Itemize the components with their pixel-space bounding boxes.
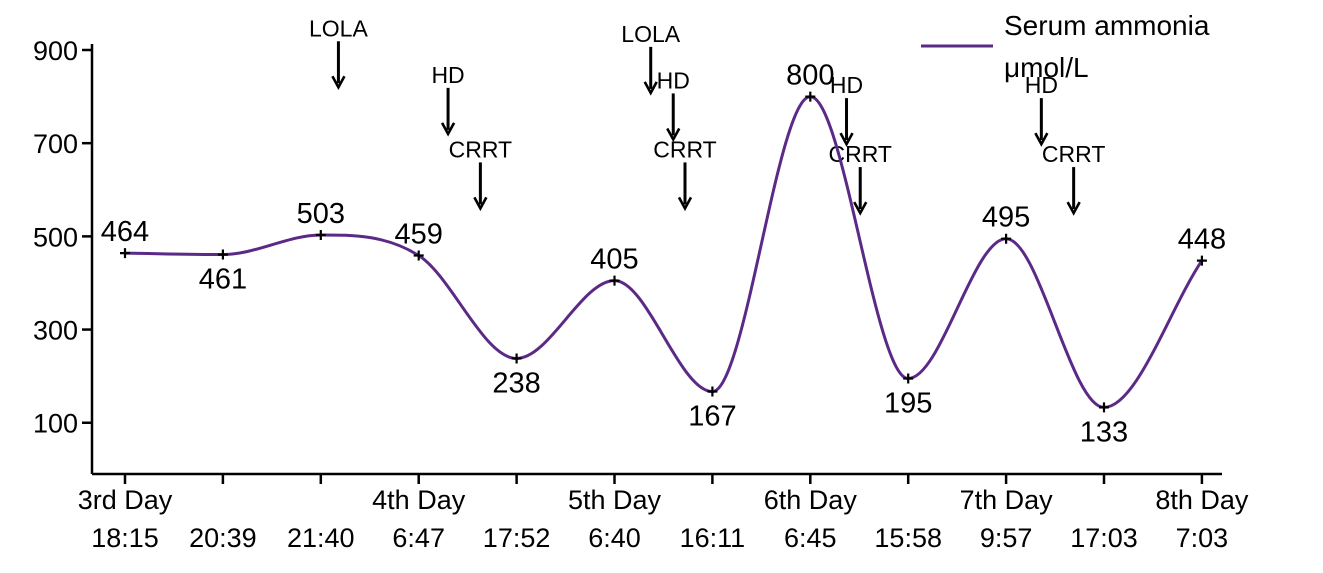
data-point — [805, 91, 816, 102]
annotation-arrowhead — [440, 122, 456, 137]
y-tick-label: 300 — [33, 316, 78, 346]
annotation-label: LOLA — [309, 15, 368, 41]
data-point — [217, 249, 228, 260]
legend-label-line1: Serum ammonia — [1004, 10, 1210, 41]
x-tick-label-time: 15:58 — [874, 523, 942, 553]
data-label: 459 — [395, 218, 443, 250]
y-tick-label: 500 — [33, 222, 78, 252]
data-point — [413, 250, 424, 261]
annotation-arrowhead — [677, 196, 693, 212]
data-label: 464 — [101, 216, 149, 248]
x-tick-label-time: 9:57 — [980, 523, 1033, 553]
x-tick-label-time: 18:15 — [91, 523, 159, 553]
x-tick-label-day: 3rd Day — [78, 485, 173, 515]
data-point — [609, 275, 620, 286]
annotation-label: CRRT — [449, 136, 512, 162]
x-tick-label-time: 7:03 — [1176, 523, 1229, 553]
annotation-arrowhead — [1034, 132, 1049, 147]
y-tick-label: 900 — [33, 36, 78, 66]
annotation-arrowhead — [853, 201, 868, 216]
data-points: 464 461 503 459 238 405 167 800 195 495 133 448 — [101, 60, 1226, 449]
data-label: 448 — [1178, 224, 1226, 256]
x-tick-label-day: 6th Day — [764, 485, 858, 515]
annotation-label: HD — [431, 62, 464, 88]
data-label: 503 — [297, 198, 345, 230]
data-point — [511, 353, 522, 364]
data-label: 461 — [199, 264, 247, 296]
annotation-arrowhead — [839, 132, 854, 147]
legend-label-line2: μmol/L — [1004, 52, 1089, 83]
x-tick-label-time: 6:45 — [784, 523, 837, 553]
annotation-arrowhead — [1066, 201, 1081, 216]
data-point — [903, 373, 914, 384]
y-tick-label: 700 — [33, 129, 78, 159]
x-tick-label-time: 6:47 — [392, 523, 445, 553]
data-point — [707, 386, 718, 397]
annotation-arrowhead — [331, 75, 346, 90]
x-tick-label-time: 6:40 — [588, 523, 641, 553]
annotation-arrowhead — [643, 81, 658, 96]
data-label: 800 — [786, 60, 834, 92]
x-tick-label-time: 17:52 — [483, 523, 551, 553]
annotation-label: CRRT — [653, 136, 716, 162]
data-label: 238 — [492, 367, 540, 399]
series-line-serum-ammonia — [124, 95, 1204, 409]
axes: 100 300 500 700 900 3rd Day 18:15 20:39 21:40 4th… — [33, 36, 1249, 553]
data-point — [1099, 402, 1109, 413]
annotation-arrowhead — [666, 127, 681, 143]
data-label: 167 — [688, 401, 736, 433]
annotation-arrowhead — [473, 196, 488, 212]
series-layer — [124, 95, 1204, 409]
data-label: 195 — [884, 387, 932, 419]
x-tick-label-time: 16:11 — [680, 523, 746, 553]
data-point — [315, 229, 326, 240]
data-point — [120, 248, 130, 259]
annotation-label: HD — [830, 72, 863, 98]
x-tick-label-time: 17:03 — [1070, 523, 1138, 553]
x-tick-label-time: 21:40 — [287, 523, 355, 553]
data-point — [1196, 255, 1207, 266]
annotation-label: CRRT — [1042, 141, 1105, 167]
annotation-label: HD — [657, 67, 690, 93]
x-tick-label-day: 8th Day — [1155, 485, 1249, 515]
data-point — [1001, 233, 1012, 244]
y-tick-label: 100 — [33, 409, 78, 439]
annotation-label: LOLA — [621, 21, 680, 47]
annotation-label: HD — [1025, 72, 1058, 98]
x-tick-label-day: 5th Day — [568, 485, 662, 515]
x-tick-label-day: 4th Day — [372, 485, 466, 515]
data-label: 495 — [982, 202, 1030, 234]
x-tick-label-day: 7th Day — [960, 485, 1054, 515]
data-label: 133 — [1080, 416, 1128, 448]
data-label: 405 — [590, 244, 638, 276]
legend: Serum ammonia μmol/L — [921, 10, 1210, 83]
x-tick-label-time: 20:39 — [189, 523, 257, 553]
